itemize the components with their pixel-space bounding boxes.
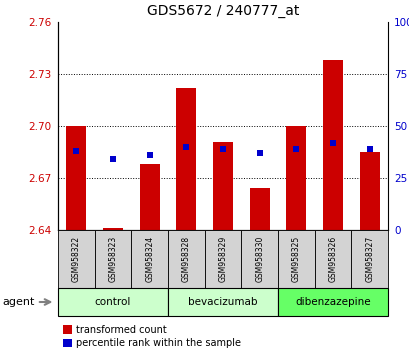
Bar — [66, 126, 86, 230]
Bar — [103, 228, 123, 230]
Text: GSM958324: GSM958324 — [145, 236, 154, 282]
Bar — [277, 230, 314, 288]
Text: GSM958323: GSM958323 — [108, 236, 117, 282]
Text: GSM958322: GSM958322 — [72, 236, 81, 282]
Text: bevacizumab: bevacizumab — [188, 297, 257, 307]
Bar — [176, 88, 196, 230]
Point — [110, 156, 116, 162]
Bar — [285, 126, 306, 230]
Bar — [168, 288, 277, 316]
Bar — [212, 142, 232, 230]
Text: GSM958329: GSM958329 — [218, 236, 227, 282]
Bar — [204, 230, 241, 288]
Text: GDS5672 / 240777_at: GDS5672 / 240777_at — [146, 4, 299, 18]
Text: control: control — [94, 297, 131, 307]
Point — [182, 144, 189, 150]
Text: dibenzazepine: dibenzazepine — [294, 297, 370, 307]
Bar — [58, 230, 94, 288]
Point — [146, 152, 153, 158]
Point — [73, 148, 79, 154]
Bar — [351, 230, 387, 288]
Text: GSM958325: GSM958325 — [291, 236, 300, 282]
Bar — [131, 230, 168, 288]
Bar — [359, 152, 379, 230]
Bar — [94, 230, 131, 288]
Bar — [314, 230, 351, 288]
Point — [366, 146, 372, 152]
Bar — [139, 164, 160, 230]
Legend: transformed count, percentile rank within the sample: transformed count, percentile rank withi… — [63, 325, 241, 348]
Bar — [322, 60, 342, 230]
Text: GSM958330: GSM958330 — [254, 236, 263, 282]
Point — [329, 140, 335, 145]
Bar — [277, 288, 387, 316]
Point — [219, 146, 226, 152]
Text: GSM958327: GSM958327 — [364, 236, 373, 282]
Point — [292, 146, 299, 152]
Text: agent: agent — [2, 297, 34, 307]
Bar — [241, 230, 277, 288]
Point — [256, 150, 262, 156]
Bar — [58, 288, 168, 316]
Bar — [249, 188, 269, 230]
Text: GSM958326: GSM958326 — [328, 236, 337, 282]
Text: GSM958328: GSM958328 — [181, 236, 190, 282]
Bar — [168, 230, 204, 288]
